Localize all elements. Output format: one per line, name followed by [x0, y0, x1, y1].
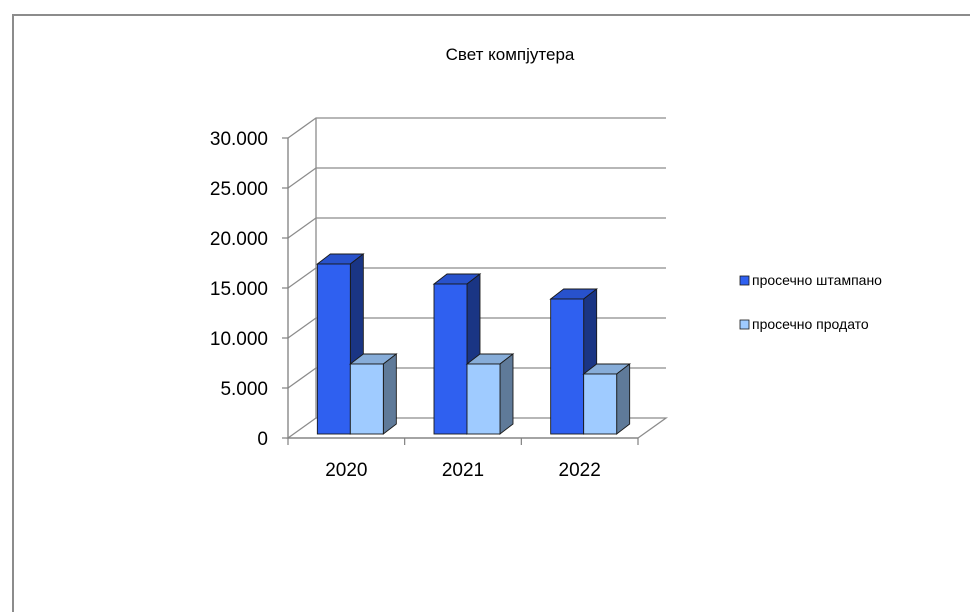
- bar: [316, 263, 351, 435]
- labels: 0 5.000 10.000 15.000 20.000 25.000 30.000 2020…: [210, 129, 601, 481]
- y-tick-label: 25.000: [210, 179, 268, 200]
- chart-frame: [12, 14, 970, 612]
- y-tick-label: 15.000: [210, 279, 268, 300]
- chart-title: Свет компјутера: [446, 45, 575, 64]
- y-tick-label: 10.000: [210, 329, 268, 350]
- y-tick-label: 30.000: [210, 129, 268, 150]
- legend-label: просечно продато: [752, 316, 869, 332]
- bar: [550, 298, 585, 435]
- bar: [583, 373, 618, 435]
- x-tick-label: 2021: [442, 460, 484, 481]
- gridline: [287, 167, 666, 189]
- bar-side: [499, 353, 514, 435]
- gridline: [287, 217, 666, 239]
- gridline: [287, 317, 666, 339]
- bar: [433, 283, 468, 435]
- gridline: [287, 267, 666, 289]
- bars: [316, 253, 631, 435]
- y-tick-label: 20.000: [210, 229, 268, 250]
- gridline: [287, 367, 666, 389]
- gridline: [287, 117, 666, 139]
- gridlines: [287, 117, 666, 389]
- axes: [282, 137, 639, 445]
- y-tick-label: 5.000: [220, 379, 268, 400]
- y-tick-label: 0: [257, 429, 268, 450]
- bar-side: [382, 353, 397, 435]
- legend-swatch: [739, 275, 750, 286]
- legend: просечно штампано просечно продато: [739, 272, 882, 332]
- bar: [349, 363, 384, 435]
- bar: [466, 363, 501, 435]
- x-tick-label: 2020: [325, 460, 367, 481]
- legend-swatch: [739, 319, 750, 330]
- x-tick-label: 2022: [559, 460, 601, 481]
- bar-side: [616, 363, 631, 435]
- legend-label: просечно штампано: [752, 272, 882, 288]
